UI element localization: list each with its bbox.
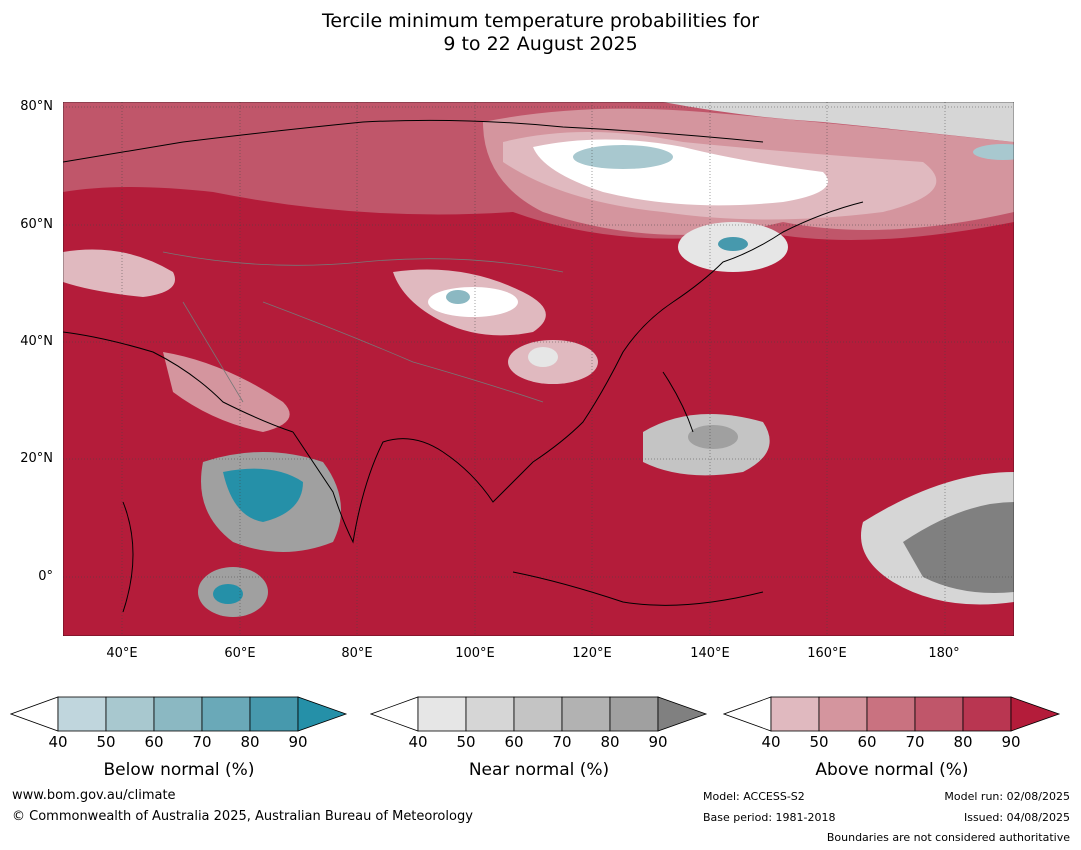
- region-arctic-grey: [663, 102, 1014, 142]
- colorbar-tick-label: 80: [600, 733, 620, 751]
- footer-model: Model: ACCESS-S2: [703, 790, 805, 803]
- lat-label-80n: 80°N: [20, 99, 53, 114]
- colorbar-tick-label: 80: [240, 733, 260, 751]
- lat-label-20n: 20°N: [20, 451, 53, 466]
- footer-copyright: © Commonwealth of Australia 2025, Austra…: [12, 809, 473, 824]
- region-siberia-blue: [573, 145, 673, 169]
- colorbar-tick-label: 40: [761, 733, 781, 751]
- region-indian-ocean-blue: [213, 584, 243, 604]
- region-east-siberia-blue: [973, 144, 1014, 160]
- lon-label-140e: 140°E: [690, 646, 730, 661]
- colorbar-segment: [201, 696, 251, 732]
- colorbar-segment: [513, 696, 563, 732]
- lon-label-180: 180°: [928, 646, 960, 661]
- colorbar-extend-left: [370, 696, 419, 732]
- lon-label-160e: 160°E: [807, 646, 847, 661]
- colorbar-tick-label: 40: [48, 733, 68, 751]
- colorbar-tick-label: 50: [809, 733, 829, 751]
- colorbar-tick-label: 60: [857, 733, 877, 751]
- region-mongolia-blue: [446, 290, 470, 304]
- colorbar-segment: [770, 696, 820, 732]
- probability-map: [63, 102, 1014, 636]
- footer-issued: Issued: 04/08/2025: [963, 811, 1070, 824]
- footer-base-period: Base period: 1981-2018: [703, 811, 836, 824]
- colorbar-tick-label: 50: [96, 733, 116, 751]
- colorbar-title-near: Near normal (%): [468, 760, 610, 780]
- footer-boundaries: Boundaries are not considered authoritat…: [826, 831, 1070, 844]
- lon-label-80e: 80°E: [341, 646, 373, 661]
- colorbar-segment: [465, 696, 515, 732]
- colorbar-segment: [57, 696, 107, 732]
- colorbar-segment: [153, 696, 203, 732]
- colorbar-extend-right: [297, 696, 348, 732]
- colorbar-title-below: Below normal (%): [103, 760, 255, 780]
- region-equatorial-dark: [903, 502, 1014, 593]
- lat-label-40n: 40°N: [20, 334, 53, 349]
- region-china-white: [528, 347, 558, 367]
- colorbar-segment: [417, 696, 467, 732]
- region-mongolia-white: [428, 287, 518, 317]
- colorbar-extend-right: [657, 696, 708, 732]
- colorbar-tick-label: 70: [192, 733, 212, 751]
- map-title-line1: Tercile minimum temperature probabilitie…: [321, 10, 760, 32]
- colorbar-segment: [914, 696, 964, 732]
- footer-model-run: Model run: 02/08/2025: [944, 790, 1070, 803]
- colorbar-extend-left: [10, 696, 59, 732]
- coastlines: [63, 119, 864, 613]
- country-borders: [162, 251, 564, 403]
- colorbar-segment: [561, 696, 611, 732]
- colorbar-tick-label: 50: [456, 733, 476, 751]
- map-grid: [63, 102, 1014, 636]
- colorbar-title-above: Above normal (%): [815, 760, 969, 780]
- lat-label-0: 0°: [38, 569, 53, 584]
- region-west-pale: [63, 249, 175, 297]
- colorbar-tick-label: 60: [144, 733, 164, 751]
- colorbar-segment: [962, 696, 1012, 732]
- colorbar-near-normal: [370, 696, 708, 732]
- colorbar-tick-label: 80: [953, 733, 973, 751]
- colorbar-segment: [866, 696, 916, 732]
- colorbar-tick-label: 70: [552, 733, 572, 751]
- colorbar-tick-label: 70: [905, 733, 925, 751]
- lat-label-60n: 60°N: [20, 217, 53, 232]
- region-pacific-dark: [688, 425, 738, 449]
- lon-label-120e: 120°E: [572, 646, 612, 661]
- colorbar-tick-label: 90: [288, 733, 308, 751]
- footer-website: www.bom.gov.au/climate: [12, 788, 176, 803]
- map-title-line2: 9 to 22 August 2025: [443, 33, 638, 55]
- region-okhotsk-blue: [718, 237, 748, 251]
- colorbar-above-normal: [723, 696, 1061, 732]
- colorbar-segment: [609, 696, 659, 732]
- colorbar-tick-label: 60: [504, 733, 524, 751]
- colorbar-extend-left: [723, 696, 772, 732]
- colorbar-below-normal: [10, 696, 348, 732]
- lon-label-60e: 60°E: [224, 646, 256, 661]
- lon-label-100e: 100°E: [455, 646, 495, 661]
- colorbar-segment: [249, 696, 299, 732]
- lon-label-40e: 40°E: [106, 646, 138, 661]
- colorbar-tick-label: 90: [1001, 733, 1021, 751]
- colorbar-tick-label: 90: [648, 733, 668, 751]
- colorbar-tick-label: 40: [408, 733, 428, 751]
- region-arabian-sea-blue: [223, 468, 303, 522]
- colorbar-extend-right: [1010, 696, 1061, 732]
- colorbar-segment: [105, 696, 155, 732]
- region-middle-east-pale: [163, 352, 290, 432]
- colorbar-segment: [818, 696, 868, 732]
